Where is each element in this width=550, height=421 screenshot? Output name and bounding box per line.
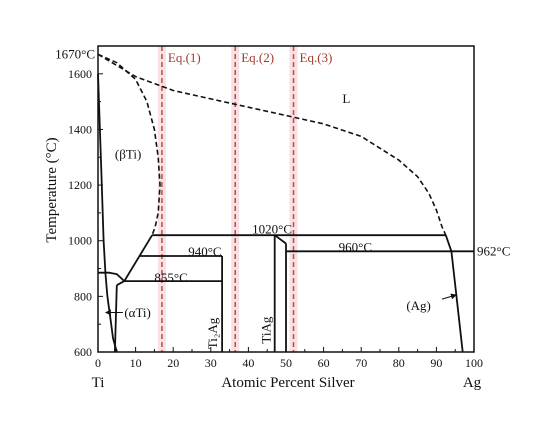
phase-boundary-7 — [116, 280, 125, 286]
phase-boundary-8 — [114, 285, 118, 353]
label-960: 960°C — [339, 240, 372, 255]
y-axis-title: Temperature (°C) — [44, 137, 60, 242]
label-1670: 1670°C — [55, 46, 95, 61]
label-962: 962°C — [477, 243, 510, 258]
label-tiag: TiAg — [259, 316, 274, 343]
x-tick-label-90: 90 — [430, 356, 442, 370]
x-tick-label-80: 80 — [393, 356, 405, 370]
phase-boundary-4 — [123, 234, 153, 282]
x-tick-label-20: 20 — [167, 356, 179, 370]
phase-boundary-13 — [274, 234, 287, 245]
pointer-ag — [441, 293, 457, 300]
phase-boundary-6 — [98, 271, 125, 282]
x-tick-label-30: 30 — [205, 356, 217, 370]
y-tick-label-800: 800 — [74, 289, 92, 303]
y-tick-label-1600: 1600 — [68, 67, 92, 81]
phase-boundary-17 — [450, 251, 464, 353]
equation-bands: Eq.(1) Eq.(2) Eq.(3) — [157, 46, 333, 352]
x-tick-label-40: 40 — [242, 356, 254, 370]
x-axis-title: Atomic Percent Silver — [221, 375, 354, 391]
x-end-label-right: Ag — [463, 375, 482, 391]
region-labels: L (βTi) (αTi) (Ag) 1020°C 940°C 960°C 855°C 962°… — [55, 46, 510, 349]
phase-boundary-2 — [97, 53, 447, 236]
label-940: 940°C — [188, 244, 221, 259]
y-tick-label-600: 600 — [74, 345, 92, 359]
x-tick-label-70: 70 — [355, 356, 367, 370]
x-tick-label-50: 50 — [280, 356, 292, 370]
y-tick-label-1200: 1200 — [68, 178, 92, 192]
axes: 0 10 20 30 40 50 60 70 80 90 100 600 800 1000 1200 1400… — [68, 45, 483, 370]
x-tick-label-0: 0 — [95, 356, 101, 370]
label-liquid: L — [342, 91, 350, 106]
x-tick-label-60: 60 — [318, 356, 330, 370]
phase-boundary-16 — [444, 234, 453, 252]
equation-band-label-3: Eq.(3) — [300, 50, 333, 65]
label-1020: 1020°C — [252, 222, 292, 237]
y-tick-label-1400: 1400 — [68, 122, 92, 136]
x-tick-label-100: 100 — [465, 356, 483, 370]
equation-band-label-2: Eq.(2) — [241, 50, 274, 65]
equation-band-label-1: Eq.(1) — [168, 50, 201, 65]
label-beta-ti: (βTi) — [115, 146, 141, 161]
y-tick-label-1000: 1000 — [68, 234, 92, 248]
label-alpha-ti: (αTi) — [124, 305, 151, 320]
x-tick-label-10: 10 — [130, 356, 142, 370]
label-855: 855°C — [154, 270, 187, 285]
label-ag: (Ag) — [406, 298, 431, 313]
label-ti2ag: Ti₂Ag — [205, 317, 220, 349]
x-end-label-left: Ti — [92, 375, 105, 391]
